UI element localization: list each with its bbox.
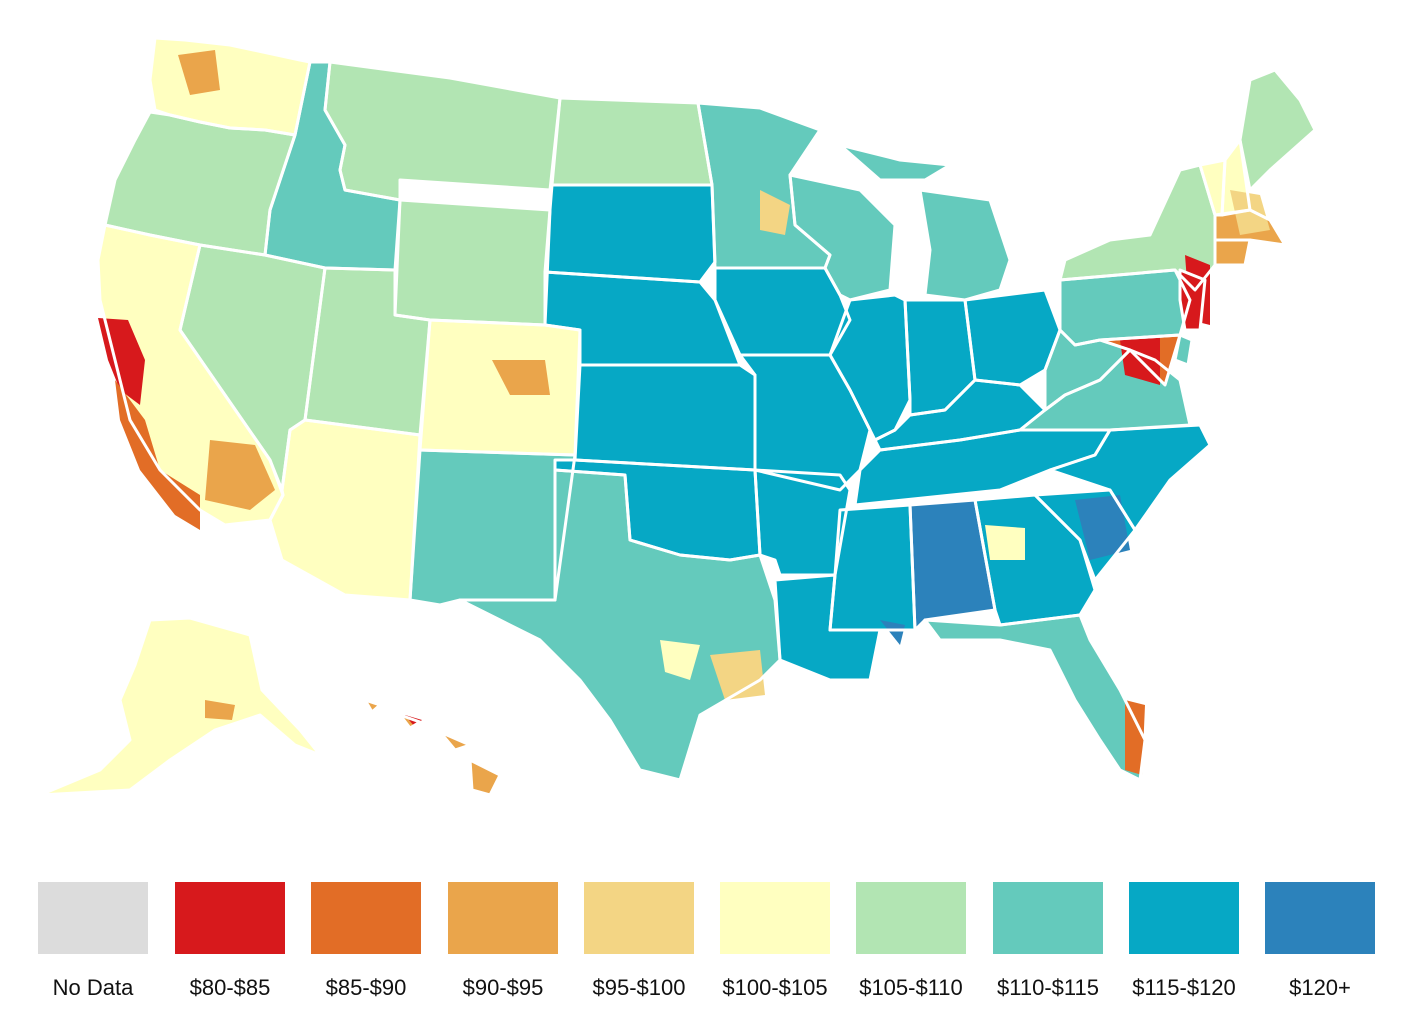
- state-oregon: [105, 112, 295, 255]
- state-border-michigan: [838, 143, 1012, 302]
- county-cluster-2: [115, 380, 200, 530]
- legend-swatch-4: [448, 882, 558, 954]
- legend-swatch-10: [1265, 882, 1375, 954]
- county-cluster-5: [492, 360, 550, 395]
- county-cluster-11: [1125, 700, 1145, 775]
- county-cluster-7: [710, 650, 765, 700]
- county-cluster-14: [660, 640, 700, 680]
- state-arkansas: [755, 470, 850, 575]
- state-texas: [460, 470, 780, 780]
- county-cluster-12: [1075, 495, 1130, 560]
- state-michigan: [840, 145, 1010, 300]
- legend-label-10: $120+: [1289, 975, 1351, 1000]
- state-border-north-carolina: [1048, 423, 1212, 532]
- state-border-south-carolina: [1033, 488, 1137, 582]
- state-iowa: [715, 268, 850, 355]
- state-border-arkansas: [753, 468, 852, 577]
- county-cluster-6: [760, 190, 790, 235]
- state-shapes: [40, 38, 1315, 795]
- state-border-connecticut: [1213, 238, 1252, 267]
- state-borders: [38, 36, 1317, 797]
- legend-swatch-5: [584, 882, 694, 954]
- county-cluster-15: [985, 525, 1025, 560]
- state-pennsylvania: [1060, 270, 1190, 345]
- state-louisiana: [775, 575, 880, 680]
- state-border-new-jersey: [1178, 268, 1207, 332]
- state-nebraska: [545, 272, 740, 365]
- state-nevada: [180, 245, 325, 490]
- state-utah: [305, 268, 430, 435]
- state-ohio: [965, 290, 1060, 385]
- state-north-dakota: [552, 98, 712, 185]
- legend-label-1: No Data: [52, 975, 134, 1000]
- state-border-texas: [458, 468, 782, 782]
- state-arizona: [270, 420, 420, 600]
- us-county-choropleth-map: [38, 36, 1317, 797]
- state-border-south-dakota: [543, 183, 717, 284]
- county-hotspots: [98, 50, 1270, 775]
- state-kansas: [575, 365, 755, 470]
- state-alabama: [910, 500, 995, 630]
- state-mississippi: [830, 505, 915, 630]
- legend-swatch-9: [1129, 882, 1239, 954]
- state-wisconsin: [790, 175, 895, 300]
- state-border-florida: [923, 613, 1147, 782]
- state-florida: [925, 615, 1145, 780]
- county-cluster-13: [880, 620, 905, 645]
- state-missouri: [740, 355, 870, 490]
- county-cluster-3: [205, 440, 275, 510]
- state-idaho: [265, 62, 400, 270]
- legend-label-8: $110-$115: [997, 975, 1099, 1000]
- legend-label-4: $90-$95: [462, 975, 544, 1000]
- state-montana: [325, 62, 560, 200]
- state-connecticut: [1215, 240, 1250, 265]
- state-tennessee: [855, 430, 1110, 505]
- legend-swatch-3: [311, 882, 421, 954]
- state-maine: [1240, 70, 1315, 190]
- legend-swatch-8: [993, 882, 1103, 954]
- state-border-maine: [1238, 68, 1317, 192]
- state-hawaii: [365, 700, 500, 795]
- state-south-dakota: [545, 185, 715, 282]
- state-wyoming: [395, 200, 550, 325]
- legend-label-6: $100-$105: [722, 975, 828, 1000]
- legend-swatch-7: [856, 882, 966, 954]
- legend-swatch-2: [175, 882, 285, 954]
- legend-swatch-1: [38, 882, 148, 954]
- legend-label-9: $115-$120: [1132, 975, 1236, 1000]
- state-colorado: [420, 320, 580, 455]
- state-indiana: [905, 300, 975, 415]
- legend-swatch-6: [720, 882, 830, 954]
- legend-label-3: $85-$90: [325, 975, 407, 1000]
- state-alaska: [40, 618, 320, 795]
- state-border-wisconsin: [788, 173, 897, 302]
- price-legend: No Data $80-$85 $85-$90 $90-$95 $95-$100 $100…: [0, 880, 1426, 1020]
- legend-label-7: $105-$110: [859, 975, 963, 1000]
- state-border-alabama: [908, 498, 997, 632]
- county-cluster-8: [1230, 190, 1270, 235]
- county-cluster-16: [205, 700, 235, 720]
- state-vermont: [1200, 160, 1225, 215]
- state-border-delaware: [1173, 333, 1194, 367]
- state-border-alaska: [38, 616, 322, 797]
- state-illinois: [830, 295, 910, 440]
- state-oklahoma: [555, 460, 760, 560]
- state-new-mexico: [410, 450, 575, 605]
- state-west-virginia: [1045, 330, 1130, 410]
- legend-label-2: $80-$85: [189, 975, 271, 1000]
- state-border-hawaii: [363, 698, 502, 797]
- state-new-york: [1060, 165, 1215, 290]
- county-cluster-4: [178, 50, 220, 95]
- state-north-carolina: [1050, 425, 1210, 530]
- state-border-maryland: [1098, 333, 1182, 387]
- legend-label-5: $95-$100: [592, 975, 686, 1000]
